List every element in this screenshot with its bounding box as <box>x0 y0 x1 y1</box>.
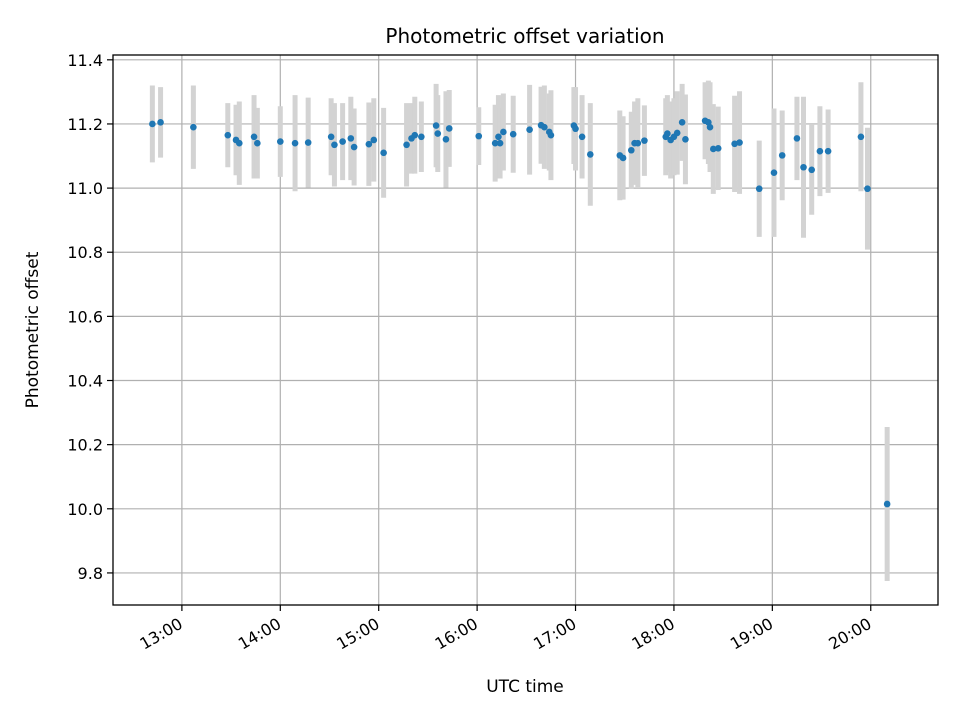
data-point <box>347 135 355 142</box>
y-tick-label: 11.2 <box>67 115 103 134</box>
data-point <box>254 139 261 147</box>
data-point <box>442 136 450 143</box>
data-point <box>857 133 865 141</box>
plot-frame <box>112 54 939 606</box>
data-point <box>736 139 743 146</box>
data-point <box>800 163 807 171</box>
x-tick-label: 20:00 <box>825 614 874 654</box>
data-point <box>432 122 440 129</box>
data-point <box>350 143 358 151</box>
data-point <box>157 119 164 126</box>
data-point <box>586 151 594 158</box>
data-point <box>495 133 502 141</box>
data-point <box>664 130 671 137</box>
data-point <box>224 131 232 139</box>
data-point <box>714 145 722 152</box>
data-point <box>883 500 891 508</box>
data-point <box>327 133 335 141</box>
data-point <box>190 123 197 131</box>
data-point <box>304 139 312 146</box>
y-axis-label: Photometric offset <box>23 251 43 408</box>
data-point <box>380 149 387 157</box>
data-point <box>547 131 555 139</box>
y-tick-label: 11.0 <box>67 179 103 198</box>
data-point <box>641 137 648 144</box>
data-point <box>403 141 410 149</box>
y-tick-label: 9.8 <box>78 564 103 583</box>
data-points <box>149 117 891 508</box>
data-point <box>434 130 442 137</box>
data-point <box>339 138 346 145</box>
data-point <box>541 123 548 131</box>
data-point <box>291 139 299 147</box>
data-point <box>418 133 425 141</box>
data-point <box>149 120 156 128</box>
y-tick-label: 10.6 <box>67 307 103 326</box>
data-point <box>864 185 871 193</box>
x-tick-label: 14:00 <box>235 614 284 654</box>
x-tick-label: 18:00 <box>629 614 678 654</box>
error-bars <box>149 80 890 581</box>
data-point <box>673 129 681 137</box>
data-point <box>808 166 816 174</box>
data-point <box>824 147 832 155</box>
data-point <box>475 132 483 140</box>
data-point <box>500 128 507 136</box>
y-tick-label: 10.4 <box>67 372 103 391</box>
data-point <box>491 139 499 147</box>
data-point <box>709 145 717 153</box>
data-point <box>572 125 579 133</box>
data-point <box>496 139 504 147</box>
y-tick-label: 11.4 <box>67 51 103 70</box>
x-tick-label: 17:00 <box>530 614 579 654</box>
data-point <box>678 119 686 126</box>
x-tick-label: 15:00 <box>333 614 382 654</box>
data-point <box>526 126 533 134</box>
data-point <box>331 141 338 149</box>
data-point <box>755 185 763 193</box>
data-point <box>778 152 786 159</box>
y-tick-label: 10.8 <box>67 243 103 262</box>
data-point <box>578 133 586 141</box>
data-point <box>250 133 258 141</box>
data-point <box>276 138 284 145</box>
data-point <box>509 130 517 138</box>
data-point <box>634 139 642 147</box>
data-point <box>627 146 635 154</box>
x-tick-label: 16:00 <box>432 614 481 654</box>
x-tick-label: 13:00 <box>136 614 185 654</box>
x-axis-label: UTC time <box>486 677 564 697</box>
data-point <box>365 140 373 148</box>
data-point <box>370 136 378 144</box>
data-point <box>411 131 419 139</box>
data-point <box>235 139 243 147</box>
axis-ticks: 13:00 14:00 15:00 16:00 17:00 18:00 19:00 20:00… <box>67 51 874 654</box>
data-point <box>706 123 714 131</box>
y-tick-label: 10.0 <box>67 500 103 519</box>
data-point <box>816 147 824 155</box>
data-point <box>619 154 627 162</box>
data-point <box>770 169 778 176</box>
chart-title: Photometric offset variation <box>385 24 664 48</box>
data-point <box>793 135 801 142</box>
data-point <box>682 136 689 143</box>
x-tick-label: 19:00 <box>727 614 776 654</box>
y-tick-label: 10.2 <box>67 436 103 455</box>
data-point <box>445 125 453 132</box>
